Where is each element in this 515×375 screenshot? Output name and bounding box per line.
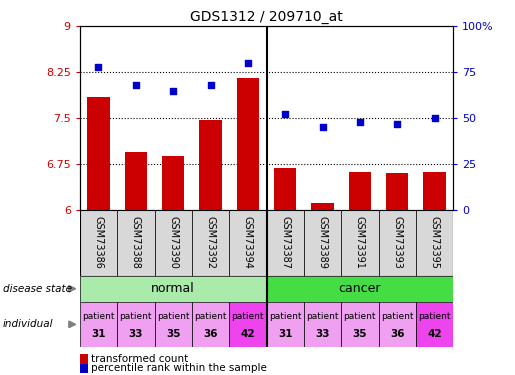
Point [169,88,177,94]
Text: 36: 36 [203,329,218,339]
Bar [162,156,184,210]
Bar [80,302,117,347]
Bar [88,97,110,210]
Text: patient: patient [119,312,152,321]
Text: GSM73386: GSM73386 [94,216,104,269]
Bar [192,302,229,347]
Bar [237,78,259,210]
Text: GSM73392: GSM73392 [205,216,215,269]
Text: 33: 33 [315,329,330,339]
Text: transformed count: transformed count [91,354,188,364]
Point [244,60,252,66]
Text: 42: 42 [241,329,255,339]
Bar [80,210,117,276]
Bar [199,120,221,210]
Point [207,82,215,88]
Text: disease state: disease state [3,284,72,294]
Point [318,124,327,130]
Bar [341,302,379,347]
Bar [154,210,192,276]
Bar [192,210,229,276]
Bar [267,302,304,347]
Text: patient: patient [381,312,414,321]
Bar [379,302,416,347]
Text: percentile rank within the sample: percentile rank within the sample [91,363,267,373]
Bar [117,210,154,276]
Bar [423,172,445,210]
Bar [349,172,371,210]
Text: patient: patient [82,312,115,321]
Point [94,64,102,70]
Text: normal: normal [151,282,195,295]
Title: GDS1312 / 209710_at: GDS1312 / 209710_at [190,10,343,24]
Bar [274,168,297,210]
Bar [154,302,192,347]
Bar [416,302,453,347]
Text: 31: 31 [91,329,106,339]
Text: GSM73394: GSM73394 [243,216,253,269]
Text: GSM73393: GSM73393 [392,216,402,269]
Bar [80,276,267,302]
Text: 42: 42 [427,329,442,339]
Bar [304,210,341,276]
Point [281,111,289,117]
Bar [304,302,341,347]
Bar [341,210,379,276]
Text: 31: 31 [278,329,293,339]
Text: patient: patient [157,312,190,321]
Bar [379,210,416,276]
Text: patient: patient [232,312,264,321]
Bar [386,173,408,210]
Text: 35: 35 [166,329,180,339]
Text: patient: patient [418,312,451,321]
Text: 33: 33 [129,329,143,339]
Bar [311,202,334,210]
Text: GSM73388: GSM73388 [131,216,141,269]
Point [431,115,439,121]
Bar [267,210,304,276]
Point [132,82,140,88]
Bar [117,302,154,347]
Text: GSM73391: GSM73391 [355,216,365,269]
Text: patient: patient [269,312,301,321]
Text: GSM73390: GSM73390 [168,216,178,269]
Text: patient: patient [194,312,227,321]
Text: GSM73389: GSM73389 [318,216,328,269]
Bar [267,276,453,302]
Bar [229,210,267,276]
Text: patient: patient [344,312,376,321]
Text: patient: patient [306,312,339,321]
Point [393,121,401,127]
Text: 36: 36 [390,329,404,339]
Text: 35: 35 [353,329,367,339]
Text: cancer: cancer [338,282,381,295]
Text: individual: individual [3,320,53,329]
Point [356,119,364,125]
Bar [416,210,453,276]
Bar [229,302,267,347]
Bar [125,152,147,210]
Text: GSM73387: GSM73387 [280,216,290,269]
Text: GSM73395: GSM73395 [430,216,439,269]
